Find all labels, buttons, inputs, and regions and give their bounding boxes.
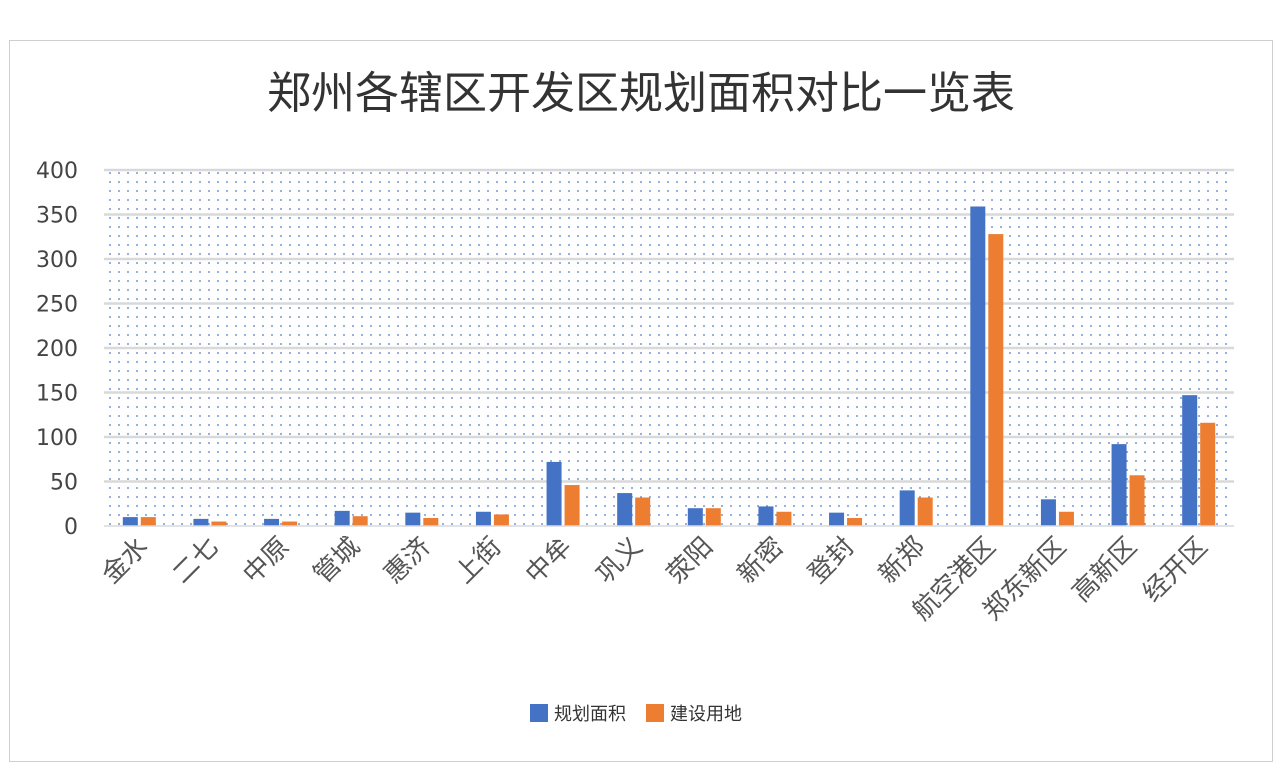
x-tick-label: 上街 [449, 532, 507, 590]
x-tick-label: 中原 [238, 532, 296, 590]
x-tick-label: 巩义 [591, 532, 649, 590]
legend-swatch-planned-area [530, 704, 548, 722]
bar-construction-land-0 [140, 517, 156, 526]
chart-title: 郑州各辖区开发区规划面积对比一览表 [267, 68, 1015, 119]
x-tick-label: 登封 [803, 532, 861, 590]
gridlines [104, 168, 1234, 483]
bar-planned-area-12 [970, 206, 986, 527]
y-tick-label: 400 [36, 159, 78, 184]
bar-planned-area-6 [546, 461, 562, 526]
y-tick-label: 200 [36, 337, 78, 362]
y-tick-label: 300 [36, 248, 78, 273]
bar-construction-land-11 [917, 497, 933, 526]
bar-planned-area-9 [758, 506, 774, 526]
bars [122, 206, 1216, 527]
bar-planned-area-15 [1182, 395, 1198, 526]
x-tick-label: 惠济 [379, 532, 437, 590]
x-tick-label: 中牟 [520, 532, 578, 590]
bar-planned-area-8 [687, 508, 703, 526]
bar-planned-area-10 [829, 512, 845, 526]
x-tick-label: 管城 [308, 532, 366, 590]
bar-planned-area-5 [475, 511, 491, 526]
x-tick-label: 新密 [732, 532, 790, 590]
y-tick-label: 350 [36, 204, 78, 229]
bar-planned-area-0 [122, 517, 138, 526]
y-tick-label: 50 [50, 471, 78, 496]
x-tick-label: 金水 [96, 532, 154, 590]
bar-construction-land-14 [1129, 475, 1145, 526]
bar-construction-land-13 [1058, 511, 1074, 526]
bar-construction-land-4 [423, 517, 439, 526]
y-tick-label: 0 [64, 515, 78, 540]
bar-construction-land-12 [988, 234, 1004, 526]
bar-planned-area-14 [1111, 444, 1127, 526]
y-tick-label: 150 [36, 382, 78, 407]
bar-planned-area-2 [264, 518, 280, 526]
bar-construction-land-2 [282, 521, 298, 526]
legend: 规划面积 建设用地 [530, 704, 742, 725]
x-tick-label: 荥阳 [661, 532, 719, 590]
bar-construction-land-15 [1200, 422, 1216, 526]
x-tick-label: 新郑 [873, 532, 931, 590]
bar-construction-land-9 [776, 511, 792, 526]
legend-label-planned-area: 规划面积 [554, 704, 626, 725]
bar-construction-land-10 [847, 517, 863, 526]
bar-planned-area-4 [405, 512, 421, 526]
legend-label-construction-land: 建设用地 [670, 704, 742, 725]
bar-construction-land-8 [705, 508, 721, 526]
x-tick-label: 经开区 [1137, 532, 1213, 608]
legend-swatch-construction-land [646, 704, 664, 722]
y-axis: 0 50 100 150 200 250 300 350 400 [36, 159, 78, 540]
x-tick-label: 高新区 [1067, 532, 1143, 608]
x-tick-label: 二七 [167, 532, 225, 590]
bar-planned-area-11 [899, 490, 915, 526]
bar-planned-area-3 [334, 510, 350, 526]
bar-construction-land-1 [211, 521, 227, 526]
y-tick-label: 100 [36, 426, 78, 451]
bar-construction-land-3 [352, 516, 368, 526]
bar-construction-land-5 [493, 514, 509, 526]
bar-construction-land-6 [564, 485, 580, 526]
y-tick-label: 250 [36, 293, 78, 318]
bar-planned-area-13 [1040, 499, 1056, 526]
bar-planned-area-1 [193, 518, 209, 526]
bar-planned-area-7 [617, 493, 633, 526]
bar-construction-land-7 [635, 497, 651, 526]
